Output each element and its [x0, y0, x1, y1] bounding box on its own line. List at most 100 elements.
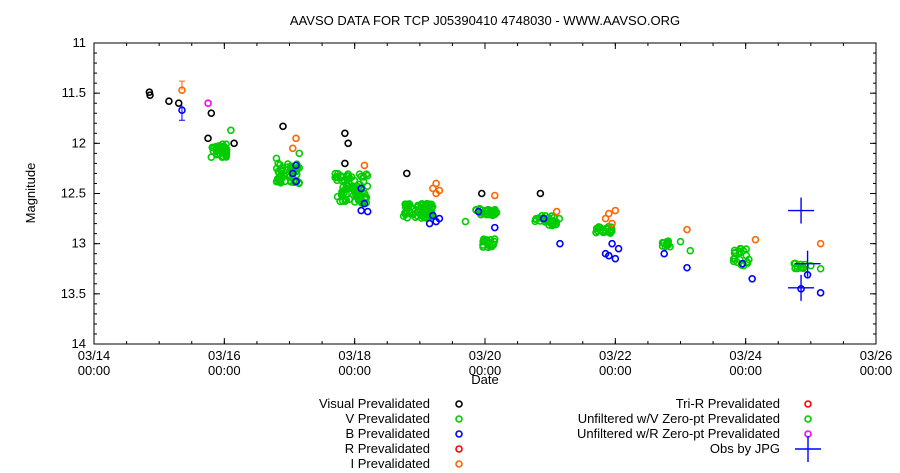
data-point: [479, 237, 487, 246]
data-point: [550, 220, 559, 228]
legend-marker: [455, 445, 463, 453]
x-tick-label: 03/22: [599, 348, 632, 363]
data-point: [788, 197, 815, 224]
data-point: [479, 209, 487, 217]
legend-marker: [804, 415, 812, 423]
data-point: [552, 207, 561, 216]
chart-title: AAVSO DATA FOR TCP J05390410 4748030 - W…: [290, 13, 680, 28]
series-visual-prevalidated: [145, 88, 545, 198]
legend-label: I Prevalidated: [351, 456, 431, 471]
data-point: [360, 161, 369, 170]
data-point: [399, 212, 408, 220]
series-b-prevalidated: [178, 106, 825, 297]
data-point: [474, 207, 483, 216]
data-point: [341, 129, 349, 138]
data-point: [796, 264, 805, 272]
data-point: [816, 289, 825, 297]
x-tick-label: 00:00: [469, 363, 502, 378]
legend-marker: [455, 430, 463, 438]
data-point: [402, 169, 411, 178]
x-tick-label: 00:00: [729, 363, 762, 378]
x-tick-label: 03/18: [338, 348, 371, 363]
data-point: [484, 205, 493, 214]
data-point: [344, 139, 352, 148]
data-point: [432, 189, 440, 198]
x-tick-label: 03/14: [78, 348, 111, 363]
data-point: [536, 189, 545, 198]
data-point: [360, 199, 369, 208]
data-point: [791, 264, 799, 273]
data-point: [490, 191, 499, 200]
legend-marker: [455, 460, 463, 468]
data-point: [288, 169, 297, 178]
legend-label: Tri-R Prevalidated: [676, 396, 780, 411]
data-point: [204, 99, 212, 107]
plot-area: [145, 80, 825, 301]
data-point: [403, 200, 412, 209]
data-point: [344, 170, 352, 178]
data-point: [816, 264, 825, 273]
x-tick-label: 00:00: [860, 363, 893, 378]
data-point: [531, 215, 540, 224]
data-point: [331, 173, 339, 182]
data-point: [207, 109, 216, 118]
data-point: [751, 235, 760, 244]
data-point: [490, 223, 499, 232]
data-point: [461, 217, 470, 226]
legend-label: V Prevalidated: [345, 411, 430, 426]
data-point: [423, 199, 431, 208]
data-point: [359, 173, 368, 181]
data-point: [611, 206, 620, 215]
data-point: [277, 165, 285, 174]
data-point: [788, 274, 815, 301]
data-point: [661, 242, 670, 251]
data-point: [816, 239, 825, 248]
data-point: [353, 182, 362, 191]
data-point: [477, 189, 486, 198]
data-point: [357, 206, 365, 215]
y-axis-label: Magnitude: [23, 163, 38, 224]
y-tick-label: 12.5: [61, 186, 86, 201]
data-point: [411, 213, 420, 222]
data-point: [593, 227, 602, 235]
data-point: [227, 126, 235, 135]
data-point: [608, 239, 616, 248]
legend-label: Obs by JPG: [710, 441, 780, 456]
data-point: [428, 202, 437, 211]
data-point: [794, 250, 821, 277]
data-point: [341, 159, 349, 168]
data-point: [287, 162, 295, 170]
data-point: [555, 214, 564, 223]
y-tick-label: 12: [72, 135, 86, 150]
data-point: [686, 246, 695, 255]
data-point: [435, 214, 444, 223]
y-tick-label: 13: [72, 236, 86, 251]
data-point: [217, 144, 225, 153]
legend-label: R Prevalidated: [345, 441, 430, 456]
data-point: [605, 251, 613, 260]
data-point: [738, 259, 747, 268]
data-point: [401, 210, 410, 219]
data-point: [292, 177, 300, 186]
x-axis-label: Date: [471, 372, 498, 387]
y-tick-label: 11.5: [62, 85, 86, 100]
data-point: [230, 139, 238, 148]
x-tick-label: 00:00: [78, 363, 111, 378]
data-point: [748, 274, 756, 283]
data-point: [145, 88, 154, 96]
data-point: [683, 263, 691, 272]
data-point: [350, 176, 359, 185]
data-point: [272, 154, 281, 163]
data-point: [730, 249, 739, 257]
data-point: [611, 254, 620, 263]
data-point: [278, 164, 287, 172]
data-point: [605, 227, 614, 236]
data-point: [492, 208, 501, 217]
data-point: [292, 161, 300, 170]
data-point: [279, 122, 287, 131]
data-point: [799, 264, 808, 273]
data-point: [288, 144, 297, 153]
data-point: [429, 184, 437, 193]
